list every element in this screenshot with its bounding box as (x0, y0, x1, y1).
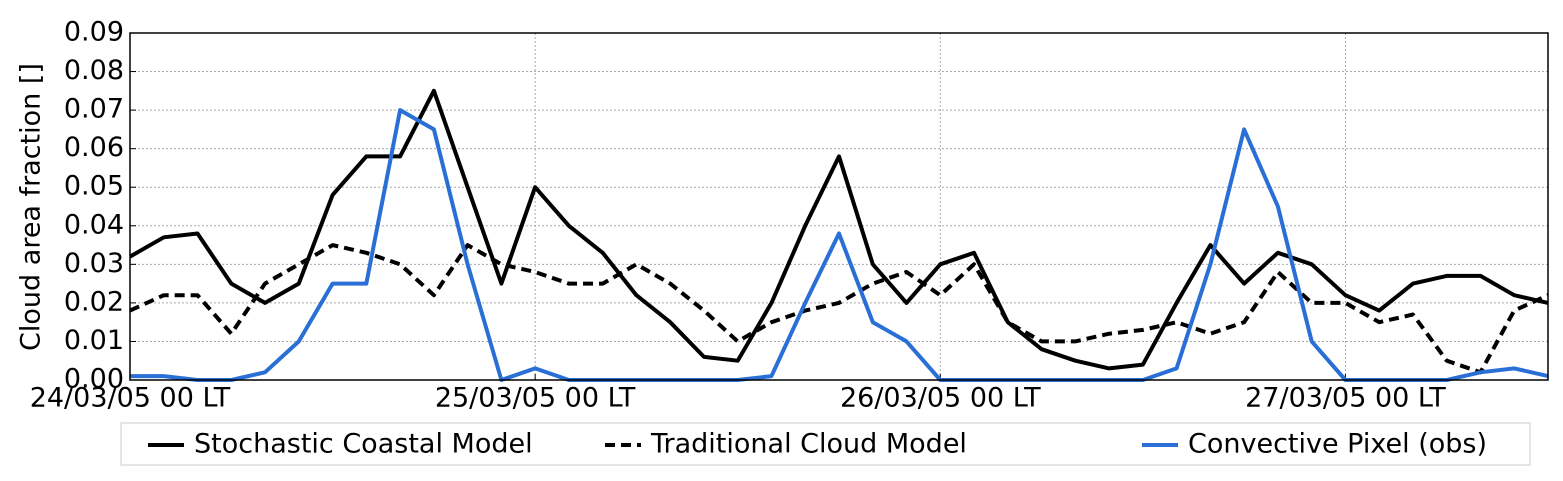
legend-box (120, 422, 1531, 466)
y-tick-label: 0.03 (64, 248, 124, 279)
y-tick-label: 0.02 (64, 286, 124, 317)
x-tick-label: 25/03/05 00 LT (435, 383, 636, 414)
series-line (129, 243, 1549, 375)
y-axis-label: Cloud area fraction [] (16, 63, 47, 351)
y-tick-label: 0.07 (64, 94, 124, 125)
y-tick-label: 0.08 (64, 55, 124, 86)
y-tick-label: 0.09 (64, 17, 124, 48)
y-tick-label: 0.04 (64, 209, 124, 240)
legend-label: Convective Pixel (obs) (1188, 429, 1487, 460)
legend-label: Stochastic Coastal Model (194, 429, 533, 460)
y-tick-label: 0.05 (64, 171, 124, 202)
x-tick-label: 26/03/05 00 LT (840, 383, 1041, 414)
legend-label: Traditional Cloud Model (650, 429, 967, 460)
x-tick-label: 27/03/05 00 LT (1245, 383, 1446, 414)
y-tick-label: 0.06 (64, 132, 124, 163)
x-tick-label: 24/03/05 00 LT (30, 383, 231, 414)
series-line (129, 88, 1549, 371)
plot-frame (129, 32, 1549, 381)
series-line (130, 108, 1549, 382)
y-tick-label: 0.01 (64, 325, 124, 356)
y-tick-label: 0.00 (64, 364, 124, 395)
